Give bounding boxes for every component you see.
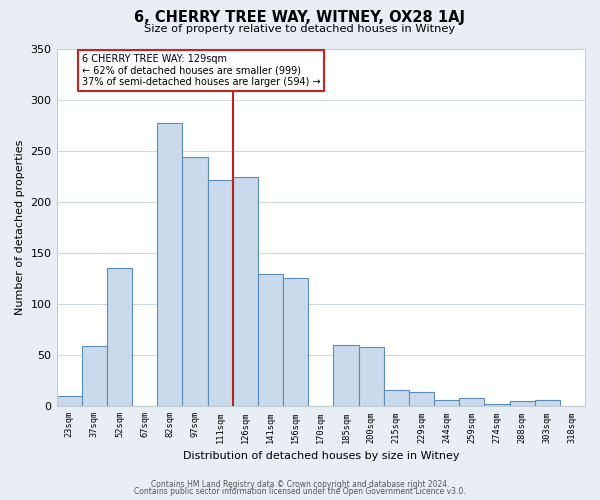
Text: Size of property relative to detached houses in Witney: Size of property relative to detached ho… — [145, 24, 455, 34]
Y-axis label: Number of detached properties: Number of detached properties — [15, 140, 25, 316]
Bar — [258, 274, 283, 406]
Bar — [383, 390, 409, 406]
Text: 6 CHERRY TREE WAY: 129sqm
← 62% of detached houses are smaller (999)
37% of semi: 6 CHERRY TREE WAY: 129sqm ← 62% of detac… — [82, 54, 320, 88]
Bar — [182, 157, 208, 406]
Bar — [107, 268, 132, 406]
Text: Contains HM Land Registry data © Crown copyright and database right 2024.: Contains HM Land Registry data © Crown c… — [151, 480, 449, 489]
Bar — [208, 180, 233, 406]
X-axis label: Distribution of detached houses by size in Witney: Distribution of detached houses by size … — [182, 451, 459, 461]
Bar — [459, 398, 484, 406]
Bar — [509, 401, 535, 406]
Bar — [434, 400, 459, 406]
Bar — [233, 176, 258, 406]
Bar — [409, 392, 434, 406]
Bar — [157, 122, 182, 406]
Bar — [56, 396, 82, 406]
Bar — [334, 345, 359, 406]
Bar — [82, 346, 107, 406]
Text: 6, CHERRY TREE WAY, WITNEY, OX28 1AJ: 6, CHERRY TREE WAY, WITNEY, OX28 1AJ — [134, 10, 466, 25]
Bar — [535, 400, 560, 406]
Text: Contains public sector information licensed under the Open Government Licence v3: Contains public sector information licen… — [134, 487, 466, 496]
Bar — [359, 347, 383, 406]
Bar — [283, 278, 308, 406]
Bar — [484, 404, 509, 406]
